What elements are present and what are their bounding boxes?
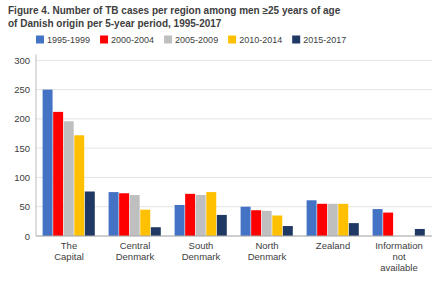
grid-line	[36, 206, 432, 207]
chart-svg: Figure 4. Number of TB cases per region …	[0, 0, 440, 298]
series-bars: 2015-2017: 762015-2017: 152015-2017: 362…	[85, 192, 425, 236]
x-tick-label: Informationnotavailable	[375, 240, 423, 273]
bar: 2000-2004: 73	[119, 193, 129, 236]
bar: 1995-1999: 75	[109, 192, 119, 236]
y-tick-label: 0	[25, 231, 30, 242]
legend-label: 2015-2017	[303, 35, 346, 45]
bar: 2005-2009: 196	[64, 121, 74, 236]
bar: 2000-2004: 212	[53, 112, 63, 236]
grid-line	[36, 118, 432, 119]
x-tick-label-line: North	[255, 240, 278, 251]
bar: 2015-2017: 36	[217, 215, 227, 236]
x-tick-label-line: South	[189, 240, 214, 251]
grid-line	[36, 89, 432, 90]
legend-item: 2005-2009	[164, 35, 218, 45]
bar: 2010-2014: 55	[338, 204, 348, 236]
x-tick-label-line: The	[61, 240, 77, 251]
legend-swatch	[100, 36, 108, 44]
bar: 2015-2017: 15	[151, 227, 161, 236]
title-line: Figure 4. Number of TB cases per region …	[8, 5, 341, 16]
grid-line	[36, 60, 432, 61]
x-tick-label-line: available	[380, 262, 418, 273]
legend-label: 2010-2014	[239, 35, 282, 45]
y-axis-line	[36, 55, 37, 237]
bar: 2000-2004: 44	[251, 210, 261, 236]
legend-swatch	[292, 36, 300, 44]
series-bars: 2010-2014: 172 2010-2014: 45 2010-2014: 75…	[74, 135, 348, 236]
x-tick-label-line: Denmark	[248, 251, 287, 262]
y-grid	[36, 60, 432, 236]
x-tick-label-line: Capital	[54, 251, 84, 262]
bar: 2010-2014: 75	[206, 192, 216, 236]
x-tick-label-line: Information	[375, 240, 423, 251]
bar: 2005-2009: 43	[262, 211, 272, 236]
bar: 2000-2004: 72	[185, 194, 195, 236]
x-tick-label-line: Zealand	[316, 240, 350, 251]
x-axis-line	[36, 236, 432, 237]
x-tick-label: SouthDenmark	[182, 240, 221, 262]
bar: 1995-1999: 53	[175, 205, 185, 236]
x-tick-label-line: Denmark	[116, 251, 155, 262]
bar: 2015-2017: 12	[415, 229, 425, 236]
legend-item: 2000-2004	[100, 35, 154, 45]
x-tick-label-line: Denmark	[182, 251, 221, 262]
series-bars: 2005-2009: 196 2005-2009: 70 2005-2009: 70…	[64, 121, 338, 236]
title: Figure 4. Number of TB cases per region …	[8, 5, 341, 29]
y-tick-label: 100	[14, 172, 30, 183]
x-tick-label: CentralDenmark	[116, 240, 155, 262]
legend-swatch	[164, 36, 172, 44]
y-tick-label: 50	[19, 201, 30, 212]
x-tick-label: Zealand	[316, 240, 350, 251]
x-tick-label: TheCapital	[54, 240, 84, 262]
bar: 2015-2017: 17	[283, 226, 293, 236]
legend-item: 1995-1999	[36, 35, 90, 45]
grid-line	[36, 148, 432, 149]
legend-label: 1995-1999	[47, 35, 90, 45]
bar: 2005-2009: 70	[130, 195, 140, 236]
legend-label: 2000-2004	[111, 35, 154, 45]
legend-swatch	[228, 36, 236, 44]
bar: 2000-2004: 40	[383, 213, 393, 236]
legend-swatch	[36, 36, 44, 44]
series-bars: 2000-2004: 212 2000-2004: 73 2000-2004: 72…	[53, 112, 393, 236]
bar: 2010-2014: 45	[140, 210, 150, 236]
background	[0, 0, 440, 298]
bar: 1995-1999: 250	[43, 90, 53, 236]
y-tick-label: 300	[14, 55, 30, 66]
grid-line	[36, 236, 432, 237]
bars: 1995-1999: 250 1995-1999: 75 1995-1999: 53…	[43, 90, 425, 236]
bar: 2010-2014: 172	[74, 135, 84, 236]
y-tick-label: 150	[14, 143, 30, 154]
grid-line	[36, 177, 432, 178]
title-line: of Danish origin per 5-year period, 1995…	[8, 18, 222, 29]
x-tick-label-line: Central	[120, 240, 151, 251]
bar: 1995-1999: 46	[373, 209, 383, 236]
bar: 1995-1999: 61	[307, 200, 317, 236]
legend-label: 2005-2009	[175, 35, 218, 45]
bar: 2015-2017: 76	[85, 192, 95, 236]
bar: 2010-2014: 35	[272, 216, 282, 236]
x-tick-label: NorthDenmark	[248, 240, 287, 262]
chart-container: Figure 4. Number of TB cases per region …	[0, 0, 440, 298]
y-tick-label: 250	[14, 84, 30, 95]
legend-item: 2015-2017	[292, 35, 346, 45]
series-bars: 1995-1999: 250 1995-1999: 75 1995-1999: 53…	[43, 90, 383, 236]
bar: 2005-2009: 70	[196, 195, 206, 236]
x-tick-label-line: not	[392, 251, 406, 262]
legend: 1995-1999 2000-2004 2005-2009 2010-2014 2015…	[36, 35, 346, 45]
bar: 1995-1999: 50	[241, 207, 251, 236]
legend-item: 2010-2014	[228, 35, 282, 45]
bar: 2000-2004: 55	[317, 204, 327, 236]
bar: 2005-2009: 55	[328, 204, 338, 236]
bar: 2015-2017: 22	[349, 223, 359, 236]
y-tick-label: 200	[14, 113, 30, 124]
